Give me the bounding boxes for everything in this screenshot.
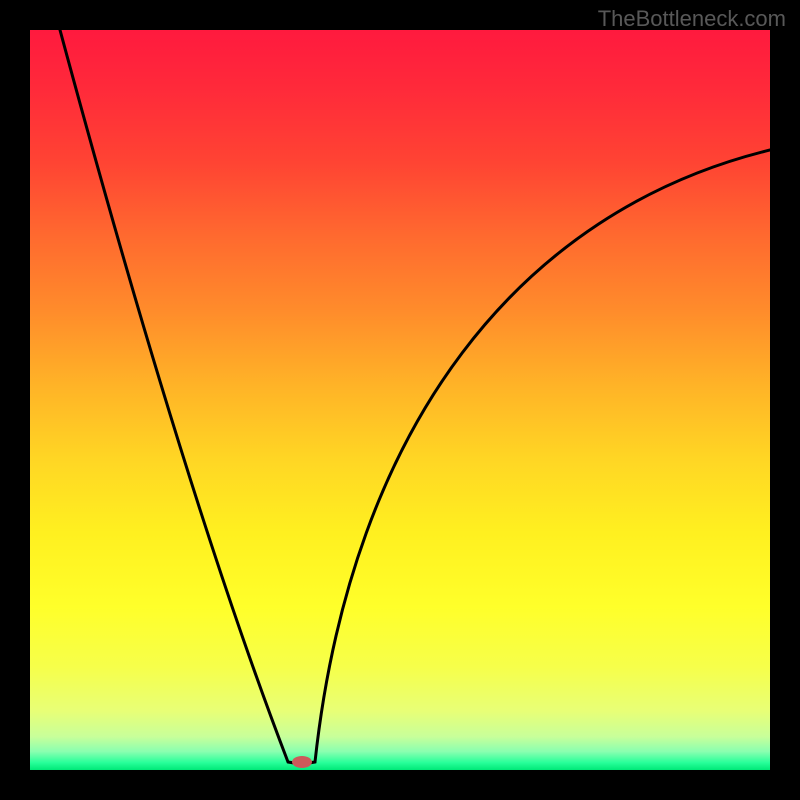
plot-area — [30, 30, 770, 770]
bottleneck-curve — [30, 30, 770, 770]
optimum-marker — [292, 756, 312, 768]
watermark-text: TheBottleneck.com — [598, 6, 786, 32]
